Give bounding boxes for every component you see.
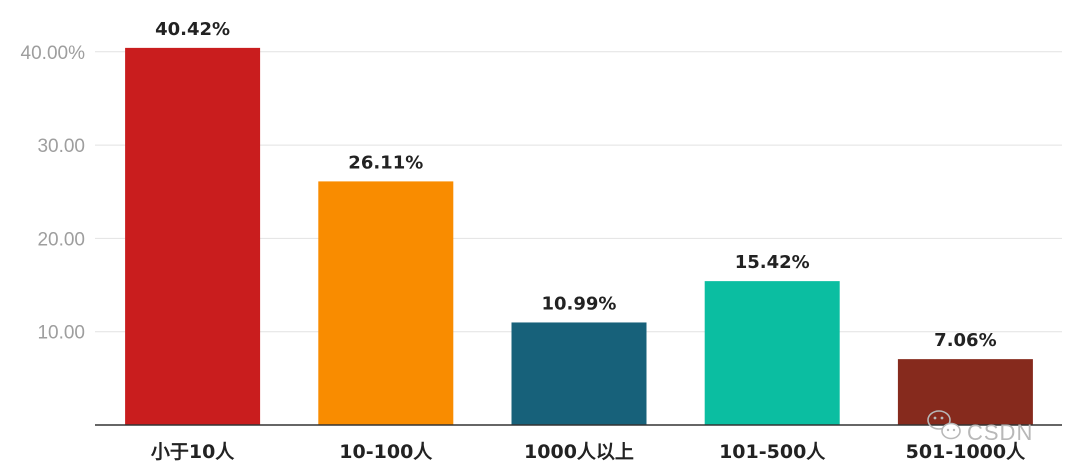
y-axis-ticks: 10.00 20.00 30.00 40.00%: [21, 43, 86, 344]
bars: [125, 47, 1033, 425]
y-tick-label: 10.00: [37, 323, 85, 344]
watermark: CSDN: [927, 410, 1033, 445]
bar: [704, 281, 840, 425]
x-tick-label: 1000人以上: [524, 441, 634, 463]
x-axis-ticks: 小于10人 10-100人 1000人以上 101-500人 501-1000人: [151, 441, 1026, 463]
bar: [125, 47, 261, 425]
data-label: 26.11%: [348, 152, 423, 173]
bar: [318, 181, 454, 425]
data-label: 40.42%: [155, 19, 230, 40]
y-tick-label: 40.00%: [21, 43, 86, 64]
x-tick-label: 小于10人: [151, 441, 235, 463]
data-label: 7.06%: [934, 330, 996, 351]
bar: [511, 322, 647, 425]
watermark-text: CSDN: [967, 420, 1033, 445]
wechat-icon: [927, 410, 961, 440]
y-tick-label: 20.00: [37, 229, 85, 250]
y-tick-label: 30.00: [37, 136, 85, 157]
x-tick-label: 501-1000人: [906, 441, 1026, 463]
bar: [897, 359, 1033, 425]
x-tick-label: 10-100人: [339, 441, 433, 463]
data-label: 10.99%: [542, 293, 617, 314]
x-tick-label: 101-500人: [719, 441, 826, 463]
data-label: 15.42%: [735, 252, 810, 273]
data-labels: 40.42% 26.11% 10.99% 15.42% 7.06%: [155, 19, 997, 351]
